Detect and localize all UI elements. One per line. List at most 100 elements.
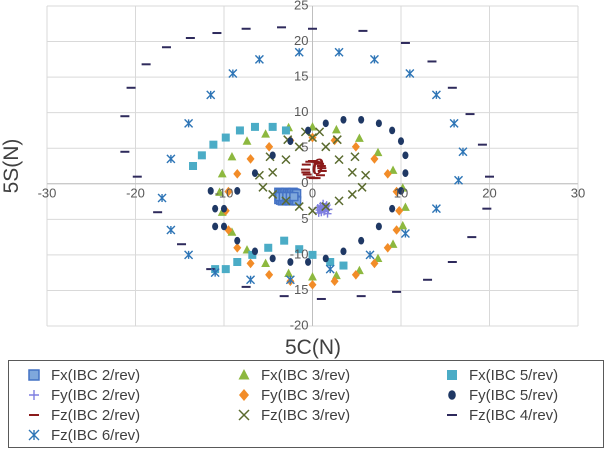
point-diamond — [265, 270, 274, 280]
y-tick-label: 20 — [294, 33, 308, 48]
point-asterisk — [431, 204, 441, 214]
point-circle — [220, 204, 228, 213]
legend-item: Fx(IBC 3/rev) — [233, 365, 350, 385]
point-square — [221, 133, 230, 142]
point-square — [295, 245, 304, 254]
series-9 — [157, 47, 468, 285]
point-circle — [207, 187, 214, 195]
point-triangle — [261, 129, 270, 138]
point-x — [332, 135, 342, 145]
point-circle — [340, 115, 347, 124]
legend-item: Fz(IBC 2/rev) — [23, 405, 140, 425]
point-x — [268, 189, 278, 199]
x-tick-label: -20 — [126, 185, 145, 200]
point-circle — [287, 258, 294, 266]
point-circle — [402, 169, 409, 177]
point-x — [294, 202, 304, 212]
point-triangle — [331, 124, 341, 134]
point-circle — [305, 126, 312, 135]
legend-label: Fz(IBC 4/rev) — [469, 406, 559, 424]
point-square — [280, 236, 289, 245]
point-x — [321, 202, 331, 212]
point-diamond — [233, 242, 242, 253]
legend-item: Fy(IBC 3/rev) — [233, 385, 350, 405]
point-square-open — [289, 191, 299, 202]
point-triangle — [227, 227, 237, 236]
legend-marker-icon — [29, 414, 39, 416]
point-x — [347, 189, 357, 199]
point-asterisk — [206, 90, 216, 100]
legend-label: Fy(IBC 2/rev) — [51, 386, 141, 404]
legend-marker-icon — [28, 429, 40, 441]
point-asterisk — [254, 54, 264, 64]
x-tick-label: -10 — [215, 185, 234, 200]
point-triangle — [238, 369, 250, 380]
point-x — [315, 127, 325, 137]
point-x — [321, 142, 331, 152]
point-asterisk — [184, 118, 194, 128]
legend-marker-icon — [29, 390, 39, 400]
point-x — [281, 196, 291, 206]
point-x — [268, 167, 278, 177]
point-circle — [287, 137, 294, 145]
point-circle — [322, 254, 329, 263]
point-circle — [389, 204, 396, 213]
legend-marker-icon — [448, 390, 456, 400]
y-tick-label: -20 — [290, 317, 309, 332]
y-axis-title: 5S(N) — [0, 139, 23, 194]
point-circle — [305, 258, 312, 266]
legend-marker-icon — [238, 369, 250, 380]
point-circle — [212, 222, 219, 231]
x-tick-label: 0 — [309, 185, 316, 200]
point-asterisk — [166, 154, 176, 164]
point-circle — [358, 236, 365, 245]
x-tick-label: 30 — [571, 185, 585, 200]
point-asterisk — [365, 250, 375, 260]
legend-label: Fz(IBC 2/rev) — [51, 406, 141, 424]
point-diamond — [308, 279, 317, 290]
point-circle — [269, 151, 276, 160]
point-square — [209, 140, 218, 149]
point-circle — [234, 187, 241, 195]
legend-label: Fz(IBC 6/rev) — [51, 426, 141, 444]
point-diamond — [265, 142, 274, 152]
point-square — [221, 265, 230, 274]
point-diamond — [383, 242, 392, 253]
y-tick-label: 0 — [301, 175, 308, 190]
point-diamond — [395, 206, 404, 216]
point-circle — [402, 151, 409, 160]
legend-label: Fz(IBC 3/rev) — [261, 406, 351, 424]
point-diamond — [383, 169, 392, 179]
series-2 — [300, 160, 327, 180]
x-tick-label: 20 — [482, 185, 496, 200]
point-square — [248, 250, 257, 259]
point-diamond — [392, 186, 401, 197]
point-x — [238, 409, 250, 421]
point-circle — [340, 247, 347, 256]
point-diamond — [233, 169, 242, 179]
point-square — [339, 261, 348, 270]
point-triangle — [401, 202, 410, 211]
annotation-label: 0 — [312, 154, 324, 180]
point-asterisk — [246, 275, 256, 285]
point-circle — [251, 247, 259, 256]
y-tick-label: 15 — [294, 282, 308, 297]
legend-label: Fx(IBC 3/rev) — [261, 366, 351, 384]
point-diamond — [392, 225, 401, 235]
legend-item: Fx(IBC 5/rev) — [441, 365, 558, 385]
point-asterisk — [458, 147, 468, 157]
point-circle — [375, 222, 382, 231]
data-points: 0 — [120, 26, 494, 300]
point-triangle — [308, 272, 317, 281]
point-asterisk — [294, 47, 304, 57]
point-diamond — [351, 270, 360, 280]
point-square — [326, 258, 335, 266]
point-square — [233, 258, 242, 266]
point-square-open — [28, 369, 40, 381]
legend-item: Fz(IBC 6/rev) — [23, 425, 140, 445]
legend-item: Fz(IBC 3/rev) — [233, 405, 350, 425]
point-x — [357, 182, 367, 192]
point-circle — [269, 254, 276, 263]
